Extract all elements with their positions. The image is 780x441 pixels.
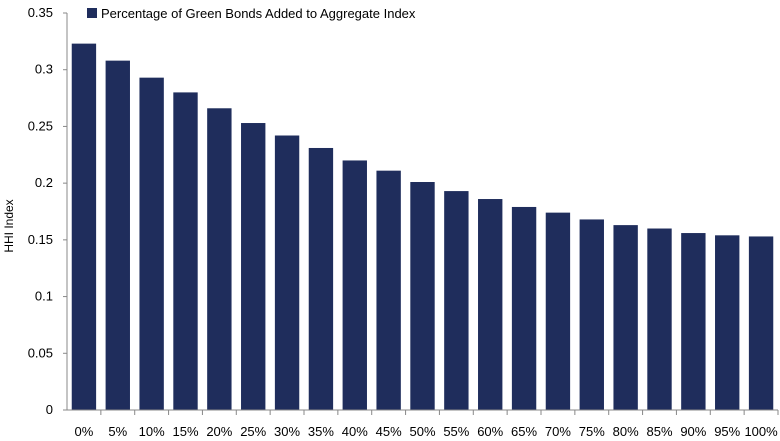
bar — [545, 212, 571, 410]
bar — [715, 235, 740, 410]
x-axis: 0% 5% 10% 15% 20% 25% 30% 35% 40% 45% 50% 55% 60% 65%… — [67, 409, 779, 439]
bar — [308, 147, 334, 411]
x-tick-label: 80% — [613, 424, 639, 439]
x-tick-label: 0% — [75, 424, 94, 439]
y-axis: 0 0.05 0.1 0.15 0.2 0.25 0.3 0.35 — [28, 5, 68, 417]
bar — [410, 182, 435, 410]
bar — [748, 236, 774, 410]
x-tick-label: 100% — [744, 424, 778, 439]
y-tick-label: 0.1 — [35, 289, 53, 304]
bar — [342, 160, 367, 410]
x-tick-label: 45% — [376, 424, 402, 439]
x-tick-label: 25% — [240, 424, 266, 439]
bar — [376, 170, 401, 410]
x-tick-label: 15% — [172, 424, 198, 439]
bar — [511, 206, 537, 410]
bar — [274, 135, 300, 410]
x-tick-label: 5% — [108, 424, 127, 439]
y-tick-label: 0.3 — [35, 62, 53, 77]
x-tick-label: 90% — [680, 424, 706, 439]
bar — [241, 123, 266, 411]
x-tick-label: 60% — [477, 424, 503, 439]
bar — [207, 108, 232, 410]
x-tick-label: 30% — [274, 424, 300, 439]
y-tick-label: 0.2 — [35, 175, 53, 190]
x-tick-label: 35% — [308, 424, 334, 439]
bar — [613, 225, 638, 410]
bar — [173, 92, 198, 411]
y-axis-label: HHI Index — [2, 199, 16, 252]
bar — [579, 219, 604, 410]
bar — [681, 233, 706, 410]
x-tick-label: 75% — [579, 424, 605, 439]
bars — [71, 43, 774, 411]
bar — [647, 228, 672, 410]
y-tick-label: 0.05 — [28, 345, 53, 360]
y-tick-label: 0 — [46, 402, 53, 417]
x-tick-label: 65% — [511, 424, 537, 439]
x-tick-label: 20% — [206, 424, 232, 439]
bar — [478, 199, 503, 410]
legend-swatch — [87, 8, 97, 18]
x-tick-label: 55% — [443, 424, 469, 439]
y-tick-label: 0.35 — [28, 5, 53, 20]
bar — [105, 60, 130, 410]
x-tick-label: 50% — [409, 424, 435, 439]
x-tick-label: 70% — [545, 424, 571, 439]
bar — [139, 77, 164, 410]
x-tick-label: 85% — [646, 424, 672, 439]
x-tick-label: 40% — [342, 424, 368, 439]
y-tick-label: 0.15 — [28, 232, 53, 247]
x-tick-label: 95% — [714, 424, 740, 439]
legend: Percentage of Green Bonds Added to Aggre… — [87, 6, 416, 21]
bar — [71, 43, 97, 411]
x-tick-label: 10% — [139, 424, 165, 439]
y-tick-label: 0.25 — [28, 118, 53, 133]
legend-label: Percentage of Green Bonds Added to Aggre… — [101, 6, 416, 21]
bar — [444, 191, 469, 410]
